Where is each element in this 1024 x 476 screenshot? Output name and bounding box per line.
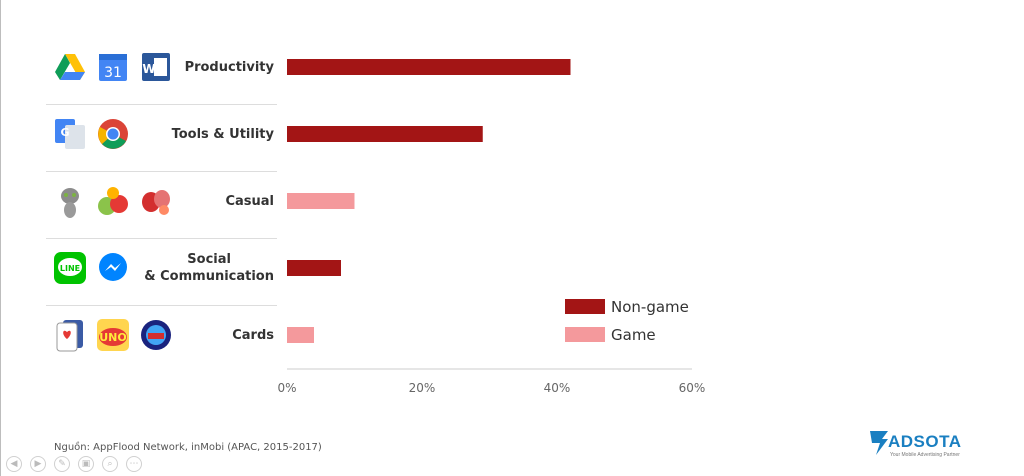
bar bbox=[287, 193, 355, 209]
candy-crush-icon bbox=[139, 184, 173, 218]
talking-tom-icon bbox=[53, 184, 87, 218]
category-label-line: Productivity bbox=[184, 59, 274, 75]
microsoft-word-icon: W bbox=[139, 50, 173, 84]
previous-slide-button[interactable]: ◀ bbox=[6, 456, 22, 472]
slide-left-border bbox=[0, 0, 1, 476]
google-drive-icon bbox=[53, 50, 87, 84]
google-translate-icon: G bbox=[53, 117, 87, 151]
category-label: Casual bbox=[225, 193, 274, 210]
line-icon: LINE bbox=[53, 251, 87, 285]
x-tick-label: 20% bbox=[409, 381, 436, 395]
pirate-game-icon bbox=[139, 318, 173, 352]
source-note: Nguồn: AppFlood Network, inMobi (APAC, 2… bbox=[54, 442, 322, 453]
svg-text:LINE: LINE bbox=[60, 264, 80, 273]
bar bbox=[287, 59, 571, 75]
fruit-game-icon bbox=[96, 184, 130, 218]
logo-tagline: Your Mobile Advertising Partner bbox=[890, 452, 960, 458]
category-label: Cards bbox=[232, 327, 274, 344]
x-tick-label: 60% bbox=[679, 381, 706, 395]
bar bbox=[287, 260, 341, 276]
row-separator bbox=[46, 171, 277, 172]
adsota-logo: ADSOTA Your Mobile Advertising Partner bbox=[868, 425, 978, 459]
svg-text:W: W bbox=[142, 62, 155, 76]
category-label: Productivity bbox=[185, 59, 274, 76]
bar bbox=[287, 126, 483, 142]
google-calendar-icon: 31 bbox=[96, 50, 130, 84]
row-separator bbox=[46, 238, 277, 239]
svg-text:31: 31 bbox=[104, 65, 122, 81]
category-label-line: & Communication bbox=[144, 269, 274, 284]
x-tick-label: 40% bbox=[544, 381, 571, 395]
next-slide-button[interactable]: ▶ bbox=[30, 456, 46, 472]
row-separator bbox=[46, 305, 277, 306]
legend-swatch-non-game bbox=[565, 299, 605, 314]
messenger-icon bbox=[96, 251, 130, 285]
logo-text: ADSOTA bbox=[888, 432, 962, 451]
pen-tool-button[interactable]: ✎ bbox=[54, 456, 70, 472]
slides-overview-button[interactable]: ▣ bbox=[78, 456, 94, 472]
category-label: Social & Communication bbox=[144, 251, 274, 285]
zoom-button[interactable]: ⌕ bbox=[102, 456, 118, 472]
legend-label-game: Game bbox=[611, 326, 656, 344]
adsota-logo-mark: ADSOTA Your Mobile Advertising Partner bbox=[870, 431, 962, 458]
row-separator bbox=[46, 104, 277, 105]
category-label-line: Casual bbox=[225, 193, 274, 209]
category-label-line: Cards bbox=[232, 327, 274, 343]
legend-label-non-game: Non-game bbox=[611, 298, 689, 316]
category-label: Tools & Utility bbox=[172, 126, 274, 143]
legend-swatch-game bbox=[565, 327, 605, 342]
x-tick-label: 0% bbox=[277, 381, 296, 395]
category-label-line: Tools & Utility bbox=[171, 126, 274, 142]
solitaire-icon bbox=[53, 318, 87, 352]
svg-text:UNO: UNO bbox=[99, 331, 127, 344]
more-options-button[interactable]: ⋯ bbox=[126, 456, 142, 472]
svg-text:G: G bbox=[60, 126, 69, 139]
chrome-icon bbox=[96, 117, 130, 151]
category-label-line: Social bbox=[187, 252, 231, 267]
bar bbox=[287, 327, 314, 343]
uno-icon: UNO bbox=[96, 318, 130, 352]
